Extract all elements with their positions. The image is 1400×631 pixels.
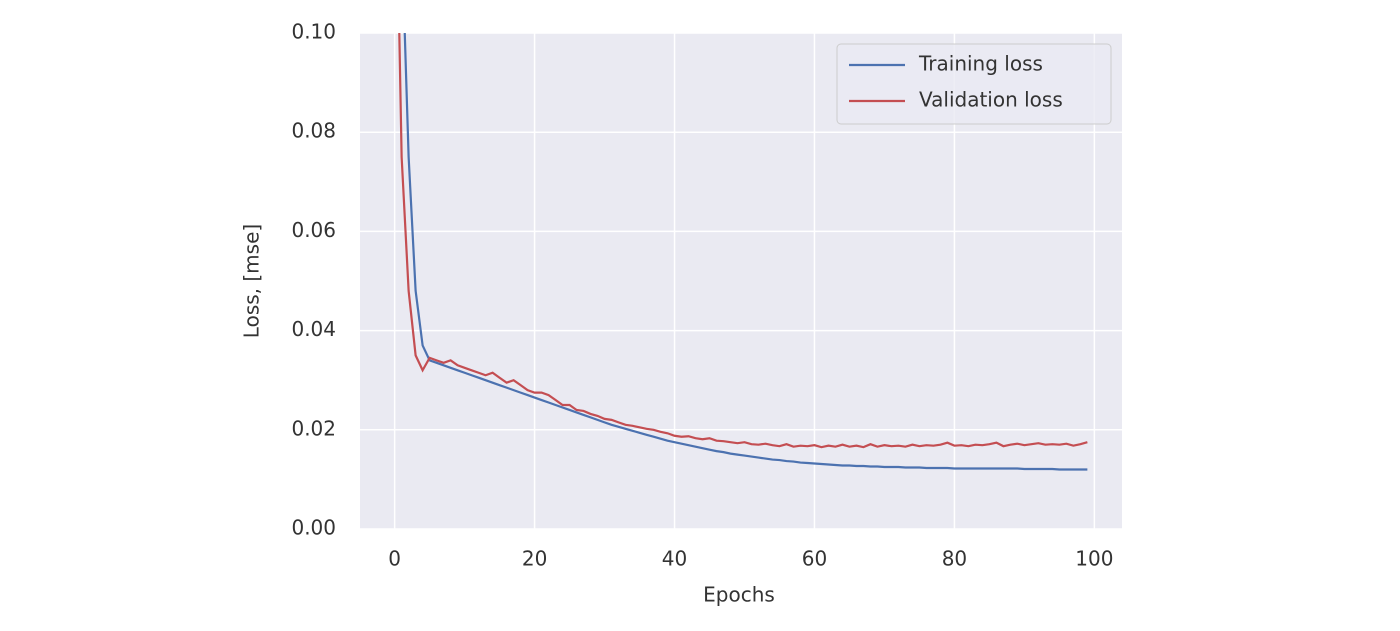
- x-tick-label: 100: [1075, 547, 1113, 571]
- y-tick-label: 0.06: [291, 218, 336, 242]
- x-tick-label: 20: [522, 547, 547, 571]
- y-tick-label: 0.10: [291, 20, 336, 44]
- y-tick-label: 0.08: [291, 119, 336, 143]
- x-tick-label: 40: [662, 547, 687, 571]
- x-tick-label: 60: [802, 547, 827, 571]
- y-tick-label: 0.00: [291, 516, 336, 540]
- y-tick-label: 0.02: [291, 416, 336, 440]
- legend-label: Validation loss: [919, 88, 1063, 112]
- legend-label: Training loss: [918, 52, 1043, 76]
- y-axis-label: Loss, [mse]: [240, 224, 264, 338]
- legend-box: [836, 43, 1112, 125]
- labels: 0.00 0.02 0.04 0.06 0.08 0.10 0 20 40 60 80 100: [291, 20, 1113, 571]
- x-tick-label: 0: [388, 547, 401, 571]
- series-line: [403, 33, 1088, 471]
- x-axis-label: Epochs: [703, 583, 775, 607]
- lines: [398, 33, 1088, 471]
- y-tick-label: 0.04: [291, 317, 336, 341]
- legend: Training loss Validation loss: [836, 43, 1112, 125]
- x-tick-label: 80: [942, 547, 967, 571]
- series-line: [398, 33, 1088, 449]
